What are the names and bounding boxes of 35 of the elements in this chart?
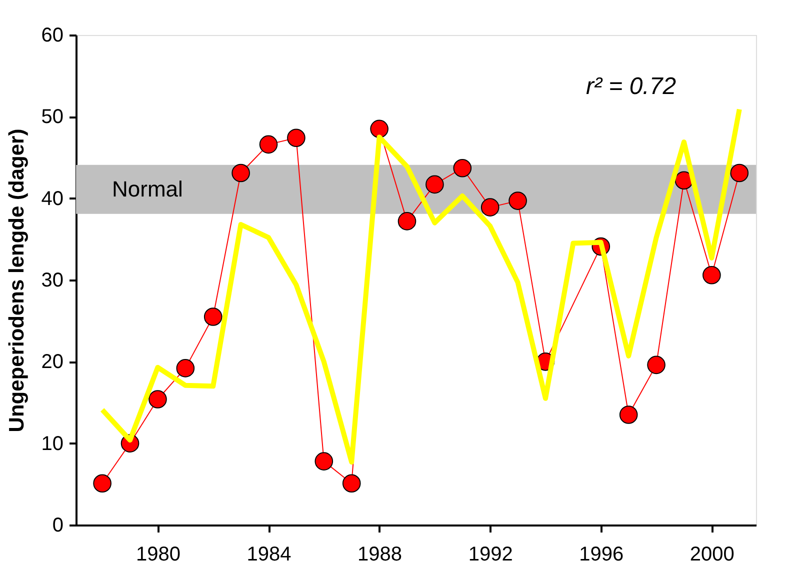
point — [314, 452, 334, 470]
point — [148, 390, 167, 408]
band-label: Normal — [112, 176, 183, 202]
point — [342, 474, 361, 492]
point — [453, 158, 472, 178]
point — [176, 359, 195, 378]
point — [619, 406, 638, 424]
point — [370, 120, 388, 138]
point — [287, 128, 306, 148]
x-tick-label: 1984 — [246, 544, 292, 566]
x-tick-label: 1980 — [136, 544, 180, 566]
point — [398, 212, 416, 230]
x-tick-label: 1996 — [579, 544, 624, 566]
point — [647, 356, 666, 374]
y-tick-label: 20 — [41, 351, 64, 374]
point — [93, 474, 112, 492]
y-tick-label: 0 — [52, 514, 64, 536]
point — [232, 164, 250, 182]
point — [204, 308, 222, 326]
y-axis-title: Ungeperiodens lengde (dager) — [5, 128, 28, 432]
y-tick-label: 10 — [41, 432, 64, 455]
point — [426, 175, 444, 194]
point — [702, 266, 721, 284]
point — [730, 164, 749, 182]
y-tick-label: 40 — [41, 188, 64, 210]
x-tick-label: 1992 — [468, 544, 513, 566]
point — [480, 198, 500, 216]
y-tick-label: 30 — [41, 270, 64, 292]
x-tick-label: 1988 — [358, 544, 402, 566]
annotation: r² = 0.72 — [586, 73, 676, 100]
point — [508, 192, 527, 210]
y-tick-label: 60 — [41, 24, 64, 46]
point — [259, 135, 278, 154]
x-tick-label: 2000 — [690, 544, 734, 566]
y-tick-label: 50 — [41, 106, 64, 128]
